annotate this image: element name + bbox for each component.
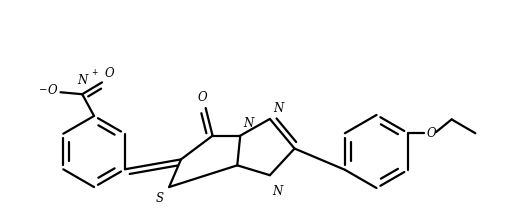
Text: O: O <box>105 67 114 80</box>
Text: O: O <box>427 127 437 140</box>
Text: N: N <box>272 185 282 198</box>
Text: N: N <box>77 74 88 87</box>
Text: N: N <box>273 102 283 115</box>
Text: O: O <box>198 91 208 104</box>
Text: N: N <box>243 117 253 130</box>
Text: O: O <box>48 84 57 97</box>
Text: −: − <box>39 85 48 95</box>
Text: +: + <box>91 69 97 78</box>
Text: S: S <box>155 192 163 205</box>
